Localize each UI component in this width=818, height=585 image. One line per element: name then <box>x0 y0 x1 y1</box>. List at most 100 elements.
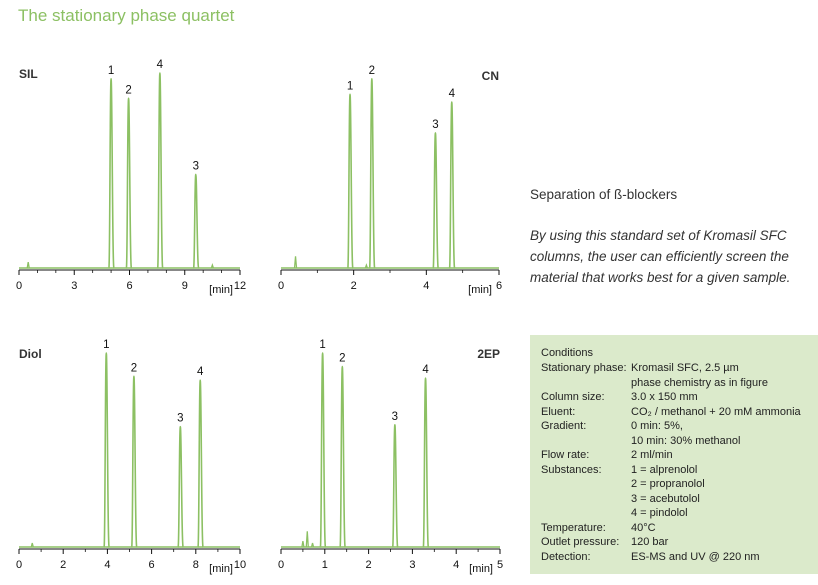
condition-value: 10 min: 30% methanol <box>631 434 741 447</box>
peak-label: 2 <box>125 84 131 96</box>
x-tick-label: 0 <box>16 559 22 571</box>
condition-label: Gradient: <box>541 420 587 432</box>
peak-label: 1 <box>347 80 353 92</box>
peak-label: 4 <box>422 364 429 376</box>
x-tick-label: 5 <box>497 559 503 571</box>
condition-value: 120 bar <box>631 536 669 548</box>
x-axis-label: [min] <box>209 284 233 296</box>
baseline-artifact <box>364 263 368 269</box>
peak-1 <box>103 352 110 548</box>
x-tick-label: 6 <box>149 559 155 571</box>
x-axis-label: [min] <box>468 284 492 296</box>
x-axis-label: [min] <box>469 563 493 575</box>
x-tick-label: 3 <box>71 280 77 292</box>
peak-2 <box>339 365 346 548</box>
peak-3 <box>391 423 399 548</box>
x-tick-label: 2 <box>366 559 372 571</box>
peak-4 <box>156 72 164 269</box>
x-tick-label: 10 <box>234 559 246 571</box>
condition-value: ES-MS and UV @ 220 nm <box>631 550 760 563</box>
separation-title: Separation of ß-blockers <box>530 187 678 202</box>
x-tick-label: 8 <box>193 559 199 571</box>
x-tick-label: 1 <box>322 559 328 571</box>
x-tick-label: 2 <box>351 280 357 292</box>
peak-1 <box>319 352 327 548</box>
baseline-artifact <box>301 541 305 548</box>
baseline-artifact <box>310 542 315 548</box>
x-tick-label: 4 <box>104 559 110 571</box>
condition-label: Column size: <box>541 391 605 403</box>
x-tick-label: 3 <box>409 559 415 571</box>
peak-3 <box>192 173 200 269</box>
chromatogram-panel: 0 1 2 3 4 5 [min] 2EP 1 2 3 4 <box>278 339 503 575</box>
baseline-artifact <box>30 542 34 548</box>
peak-4 <box>448 101 456 269</box>
x-tick-label: 0 <box>278 280 284 292</box>
condition-value: Kromasil SFC, 2.5 µm <box>631 362 739 374</box>
peak-label: 1 <box>108 65 114 77</box>
condition-value: 3.0 x 150 mm <box>631 391 698 403</box>
peak-1 <box>347 93 354 269</box>
peak-label: 1 <box>319 339 325 351</box>
x-tick-label: 4 <box>453 559 459 571</box>
peak-1 <box>108 78 115 269</box>
condition-label: Substances: <box>541 463 602 476</box>
baseline-artifact <box>26 261 30 269</box>
condition-value: 40°C <box>631 521 656 534</box>
peak-label: 1 <box>103 339 109 351</box>
condition-value: 2 = propranolol <box>631 478 705 490</box>
peak-3 <box>177 425 184 548</box>
baseline-artifact <box>305 531 309 548</box>
peak-3 <box>432 132 440 269</box>
peak-4 <box>422 377 430 548</box>
x-axis-label: [min] <box>209 563 233 575</box>
chromatogram-panel: 0 2 4 6 [min] CN 1 2 3 4 <box>278 65 502 296</box>
chromatogram-panel: 0 2 4 6 8 10[min] Diol 1 2 3 4 <box>16 339 246 575</box>
peak-label: 4 <box>197 366 204 378</box>
x-tick-label: 6 <box>496 280 502 292</box>
peak-label: 3 <box>392 411 398 423</box>
x-tick-label: 0 <box>16 280 22 292</box>
peak-label: 2 <box>369 65 375 77</box>
peak-label: 4 <box>449 88 456 100</box>
peak-label: 3 <box>193 160 199 172</box>
condition-value: 1 = alprenolol <box>631 463 698 476</box>
conditions-box: Conditions Stationary phase: Kromasil SFC… <box>530 335 818 574</box>
panel-label: Diol <box>19 347 42 361</box>
separation-description: By using this standard set of Kromasil S… <box>530 228 791 285</box>
page-title: The stationary phase quartet <box>18 6 235 25</box>
x-tick-label: 4 <box>423 280 429 292</box>
condition-label: Stationary phase: <box>541 362 627 374</box>
panel-label: SIL <box>19 67 38 81</box>
panel-label: 2EP <box>477 347 500 361</box>
condition-value: 2 ml/min <box>631 449 673 461</box>
x-tick-label: 12 <box>234 280 246 292</box>
condition-label: Detection: <box>541 550 591 563</box>
peak-4 <box>197 379 204 548</box>
peak-label: 2 <box>131 362 137 374</box>
x-tick-label: 0 <box>278 559 284 571</box>
condition-value: 4 = pindolol <box>631 507 688 519</box>
peak-label: 2 <box>339 353 345 365</box>
panel-label: CN <box>482 69 499 83</box>
baseline-artifact <box>293 256 298 269</box>
condition-label: Temperature: <box>541 521 606 534</box>
peak-label: 3 <box>432 119 438 131</box>
peak-label: 4 <box>157 59 164 71</box>
conditions-heading: Conditions <box>541 347 593 359</box>
peak-2 <box>125 97 133 269</box>
x-tick-label: 2 <box>60 559 66 571</box>
peak-label: 3 <box>177 413 183 425</box>
baseline-artifact <box>210 263 214 269</box>
condition-value: 3 = acebutolol <box>631 492 700 505</box>
condition-label: Eluent: <box>541 405 576 418</box>
condition-value: phase chemistry as in figure <box>631 376 768 389</box>
x-tick-label: 9 <box>182 280 188 292</box>
x-tick-label: 6 <box>126 280 132 292</box>
condition-value: CO₂ / methanol + 20 mM ammonia <box>631 405 801 418</box>
peak-2 <box>130 375 138 548</box>
condition-label: Outlet pressure: <box>541 536 620 548</box>
condition-label: Flow rate: <box>541 449 590 461</box>
